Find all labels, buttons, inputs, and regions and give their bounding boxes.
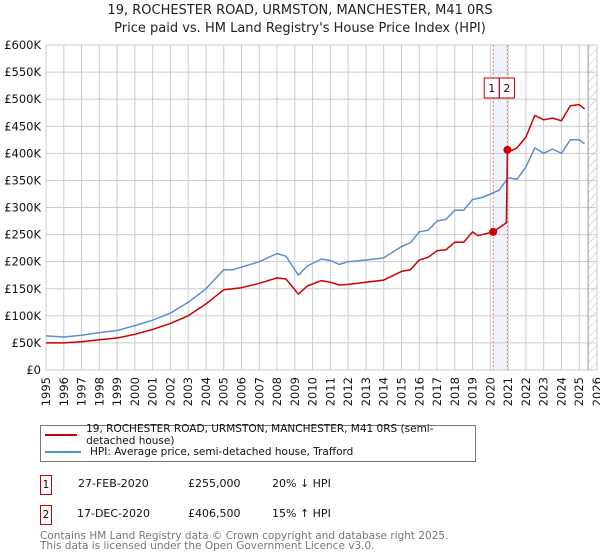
y-tick-label: £200K [4,255,41,269]
footer-line-2: This data is licensed under the Open Gov… [40,540,375,552]
transaction-hpi: 15% ↑ HPI [272,507,331,520]
x-tick-label: 2005 [217,377,231,406]
x-tick-label: 1995 [39,377,53,406]
x-tick-label: 2019 [466,377,480,406]
y-tick-label: £150K [4,282,41,296]
sale-point-2 [503,145,512,154]
x-tick-label: 2020 [483,377,497,406]
x-tick-label: 2002 [163,377,177,406]
x-tick-label: 2024 [554,377,568,406]
transaction-badge: 2 [40,505,52,525]
transaction-price: £255,000 [188,477,241,490]
legend-blue-label: HPI: Average price, semi-detached house,… [90,446,354,458]
transaction-price: £406,500 [188,507,241,520]
y-tick-label: £300K [4,201,41,215]
x-tick-label: 2025 [572,377,586,406]
hpi-line [45,139,586,338]
x-tick-label: 2018 [448,377,462,406]
footer-line-1: Contains HM Land Registry data © Crown c… [40,530,449,542]
x-tick-label: 2016 [412,377,426,406]
x-tick-label: 2007 [252,377,266,406]
sale-badge-label: 1 [488,82,495,95]
x-tick-label: 2010 [306,377,320,406]
x-tick-label: 2014 [377,377,391,406]
legend-blue-line [45,451,81,453]
x-tick-label: 2021 [501,377,515,406]
x-tick-label: 1999 [110,377,124,406]
x-tick-label: 2008 [270,377,284,406]
x-tick-label: 2026 [590,377,600,406]
footer: Contains HM Land Registry data © Crown c… [40,530,449,552]
transaction-date: 27-FEB-2020 [78,477,149,490]
legend-red-label: 19, ROCHESTER ROAD, URMSTON, MANCHESTER,… [86,423,434,447]
x-tick-label: 1996 [57,377,71,406]
price-chart: 1995 1996 1997 1998 1999 2000 2001 2002 2003 2004… [4,38,600,406]
price-paid-line [46,103,586,344]
x-tick-label: 2003 [181,377,195,406]
sale-badge-box [498,77,515,99]
y-tick-label: £250K [4,228,41,242]
chart-subtitle: Price paid vs. HM Land Registry's House … [114,21,486,36]
y-tick-label: £400K [4,146,41,160]
x-tick-label: 1998 [92,377,106,406]
x-tick-label: 2000 [128,377,142,406]
y-tick-label: £450K [4,119,41,133]
y-tick-label: £100K [4,309,41,323]
x-tick-label: 1997 [75,377,89,406]
transaction-hpi: 20% ↓ HPI [272,477,331,490]
x-tick-label: 2001 [146,377,160,406]
legend-red-line [45,434,78,436]
y-tick-label: £600K [4,38,41,52]
sale-badge-label: 2 [503,82,510,95]
y-tick-label: £350K [4,173,41,187]
transaction-date: 17-DEC-2020 [77,507,151,520]
x-tick-label: 2012 [341,377,355,406]
chart-title: 19, ROCHESTER ROAD, URMSTON, MANCHESTER,… [107,3,493,18]
transaction-badge: 1 [40,475,52,495]
y-tick-label: £500K [4,92,41,106]
x-tick-label: 2022 [519,377,533,406]
y-tick-label: £0 [26,363,41,377]
x-tick-label: 2011 [323,377,337,406]
x-tick-label: 2009 [288,377,302,406]
x-tick-label: 2023 [537,377,551,406]
y-tick-label: £550K [4,65,41,79]
x-tick-label: 2004 [199,377,213,406]
legend: 19, ROCHESTER ROAD, URMSTON, MANCHESTER,… [40,423,476,462]
x-tick-label: 2015 [394,377,408,406]
x-tick-label: 2006 [235,377,249,406]
y-tick-label: £50K [12,336,42,350]
x-tick-label: 2017 [430,377,444,406]
x-tick-label: 2013 [359,377,373,406]
sale-point-1 [489,227,498,236]
